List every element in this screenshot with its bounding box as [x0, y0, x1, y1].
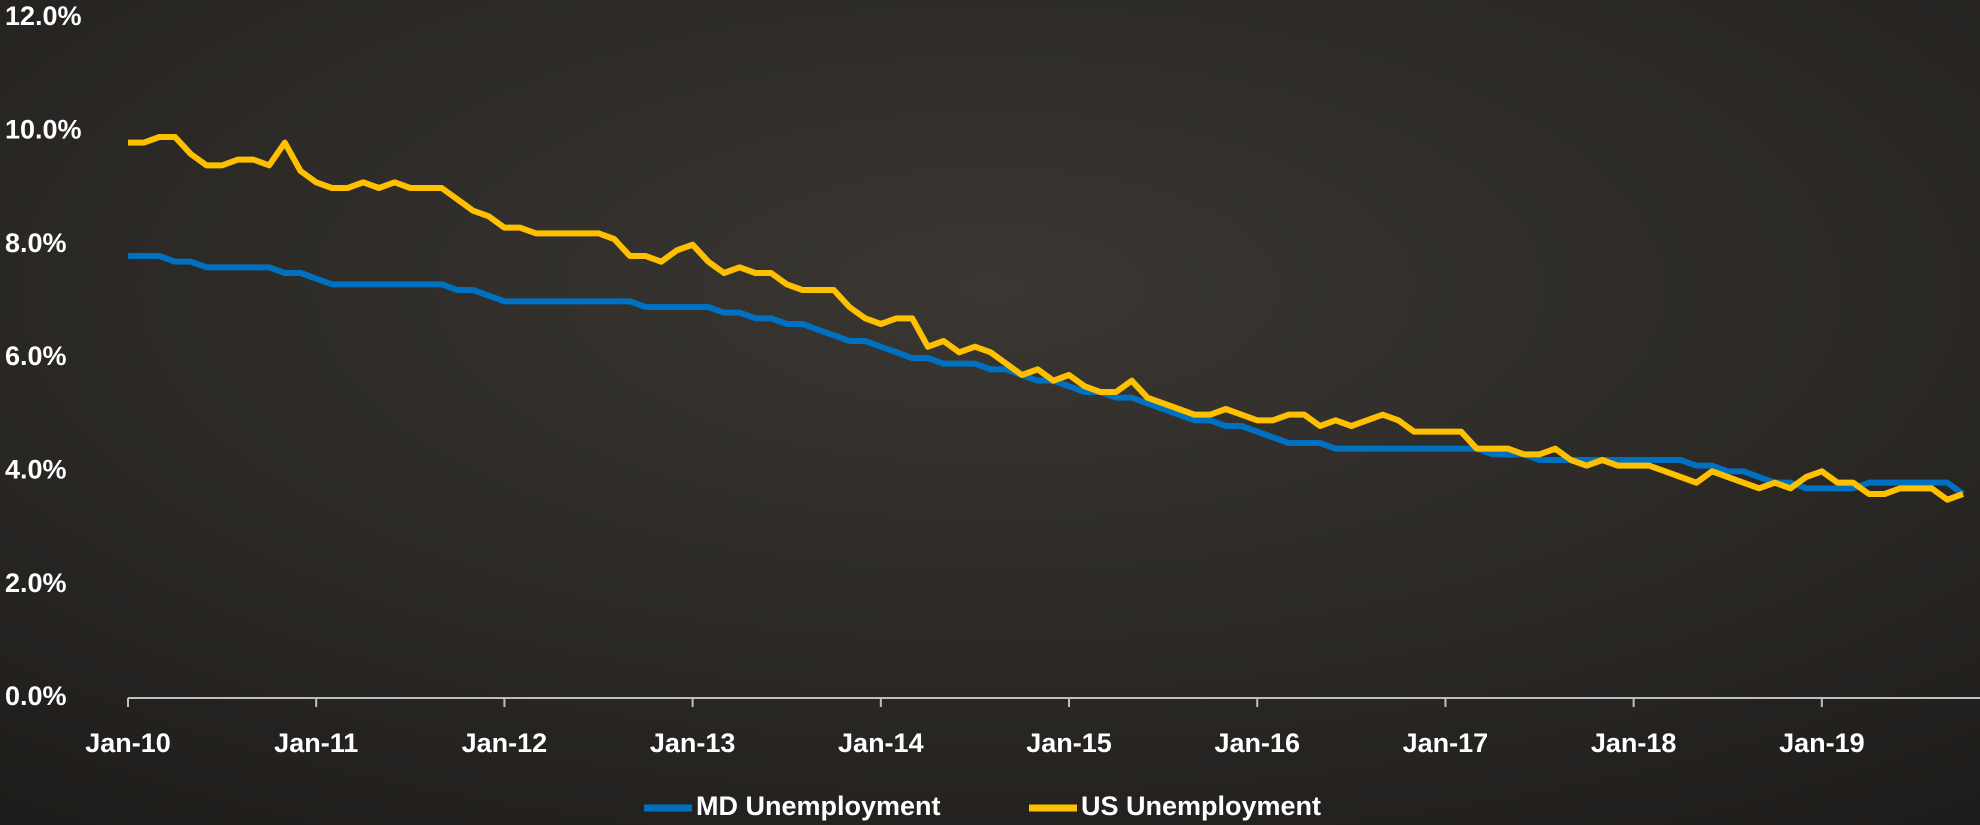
legend-label: MD Unemployment: [696, 791, 941, 821]
line-series: [128, 134, 1965, 503]
line-series: [128, 253, 1965, 497]
y-tick-label: 12.0%: [5, 1, 82, 31]
y-tick-label: 6.0%: [5, 341, 67, 371]
x-tick-label: Jan-17: [1403, 728, 1489, 758]
x-tick-label: Jan-12: [462, 728, 548, 758]
x-tick-label: Jan-15: [1026, 728, 1112, 758]
y-tick-label: 0.0%: [5, 681, 67, 711]
x-tick-label: Jan-19: [1779, 728, 1865, 758]
y-tick-label: 2.0%: [5, 568, 67, 598]
x-tick-label: Jan-16: [1214, 728, 1300, 758]
y-tick-label: 10.0%: [5, 114, 82, 144]
y-tick-label: 8.0%: [5, 228, 67, 258]
x-tick-label: Jan-11: [274, 728, 358, 758]
x-tick-label: Jan-13: [650, 728, 736, 758]
legend-label: US Unemployment: [1081, 791, 1321, 821]
x-tick-label: Jan-18: [1591, 728, 1677, 758]
y-tick-label: 4.0%: [5, 454, 67, 484]
x-tick-label: Jan-14: [838, 728, 924, 758]
x-tick-label: Jan-10: [85, 728, 171, 758]
